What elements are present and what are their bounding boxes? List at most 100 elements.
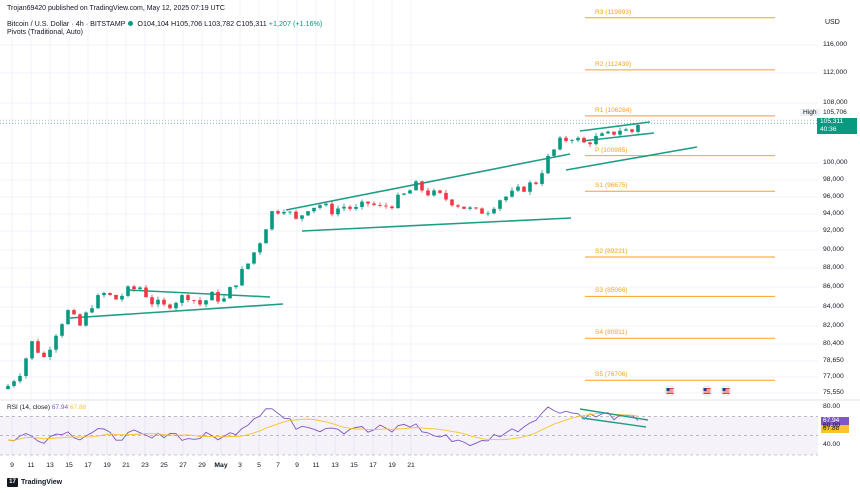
indicator-label[interactable]: Pivots (Traditional, Auto) bbox=[7, 29, 83, 36]
candle-body bbox=[408, 190, 412, 194]
high-marker-label: High bbox=[800, 109, 820, 116]
candle-body bbox=[288, 211, 292, 213]
candle-body bbox=[276, 211, 280, 214]
candle-body bbox=[534, 182, 538, 184]
pivot-label: S4 (80911) bbox=[595, 329, 628, 337]
open-value: 104,104 bbox=[142, 19, 169, 28]
high-label: H bbox=[170, 19, 177, 28]
candle-body bbox=[90, 308, 94, 313]
close-label: C bbox=[236, 19, 242, 28]
trendline bbox=[301, 217, 572, 232]
candle-body bbox=[600, 133, 604, 136]
candle-body bbox=[306, 211, 310, 216]
candle-body bbox=[18, 375, 22, 382]
price-tick-label: 75,550 bbox=[823, 389, 844, 396]
candle-body bbox=[420, 181, 424, 191]
candle-body bbox=[510, 190, 514, 197]
publisher-line: Trojan69420 published on TradingView.com… bbox=[7, 5, 225, 12]
price-tick-label: 92,000 bbox=[823, 227, 844, 234]
pivot-label: P (100985) bbox=[595, 146, 628, 154]
trendline bbox=[127, 289, 271, 298]
date-tick-label: 25 bbox=[160, 462, 168, 469]
us-flag-event-icon[interactable] bbox=[701, 385, 713, 397]
date-tick-label: 13 bbox=[331, 462, 339, 469]
candle-body bbox=[42, 352, 46, 358]
pivot-lines bbox=[0, 17, 818, 381]
candle-body bbox=[378, 204, 382, 206]
candle-body bbox=[204, 300, 208, 305]
candle-body bbox=[426, 190, 430, 196]
market-status-icon bbox=[128, 21, 134, 26]
event-icons bbox=[664, 385, 732, 397]
price-tick-label: 90,000 bbox=[823, 246, 844, 253]
candle-body bbox=[636, 124, 640, 132]
price-tick-label: 96,000 bbox=[823, 193, 844, 200]
date-tick-label: 19 bbox=[388, 462, 396, 469]
candle-body bbox=[582, 137, 586, 143]
candle-body bbox=[318, 205, 322, 208]
date-tick-label: 7 bbox=[276, 462, 280, 469]
candle-body bbox=[618, 130, 622, 135]
change-value: +1,207 (+1.16%) bbox=[268, 19, 323, 28]
pivot-label: S5 (76706) bbox=[595, 371, 628, 379]
candle-body bbox=[300, 215, 304, 219]
open-label: O bbox=[137, 19, 143, 28]
price-tick-label: 86,000 bbox=[823, 283, 844, 290]
date-tick-label: 3 bbox=[238, 462, 242, 469]
candle-body bbox=[6, 385, 10, 390]
candle-body bbox=[372, 203, 376, 205]
price-tick-label: 78,650 bbox=[823, 357, 844, 364]
candle-body bbox=[474, 207, 478, 209]
candle-body bbox=[108, 292, 112, 295]
rsi-ma-value-box: 67.88 bbox=[821, 425, 849, 433]
candle-body bbox=[48, 349, 52, 358]
last-price-box: 105,311 bbox=[817, 118, 857, 126]
candle-body bbox=[240, 268, 244, 286]
pivot-label: S1 (96675) bbox=[595, 182, 628, 190]
trendline bbox=[581, 132, 655, 142]
date-tick-label: 9 bbox=[10, 462, 14, 469]
candle-body bbox=[60, 324, 64, 336]
pivot-label: R3 (119893) bbox=[595, 8, 632, 16]
date-tick-label: 21 bbox=[122, 462, 130, 469]
trendline bbox=[579, 121, 651, 132]
candle-body bbox=[492, 208, 496, 214]
date-tick-label: 11 bbox=[312, 462, 320, 469]
candle-body bbox=[258, 243, 262, 253]
date-tick-label: 13 bbox=[46, 462, 54, 469]
candle-body bbox=[210, 291, 214, 301]
rsi-legend[interactable]: RSI (14, close) 67.94 67.88 bbox=[7, 404, 86, 411]
candle-body bbox=[120, 295, 124, 300]
symbol-name[interactable]: Bitcoin / U.S. Dollar · 4h · BITSTAMP bbox=[7, 19, 126, 28]
candle-body bbox=[612, 131, 616, 135]
candle-body bbox=[54, 335, 58, 350]
chart-grid bbox=[0, 0, 818, 458]
rsi-trendline bbox=[579, 408, 649, 421]
candle-body bbox=[216, 291, 220, 302]
date-tick-label: 17 bbox=[84, 462, 92, 469]
candle-body bbox=[24, 358, 28, 376]
candle-body bbox=[528, 182, 532, 192]
candle-body bbox=[354, 206, 358, 209]
high-marker-value: 105,706 bbox=[823, 109, 847, 116]
pivot-label: S2 (89221) bbox=[595, 248, 628, 255]
close-value: 105,311 bbox=[241, 19, 267, 28]
symbol-info: Bitcoin / U.S. Dollar · 4h · BITSTAMP O1… bbox=[7, 19, 322, 28]
candle-body bbox=[198, 300, 202, 305]
candle-body bbox=[30, 341, 34, 359]
tradingview-footer[interactable]: 17 TradingView bbox=[7, 478, 62, 487]
tradingview-brand: TradingView bbox=[21, 479, 63, 486]
candle-body bbox=[504, 196, 508, 201]
rsi-line bbox=[7, 406, 639, 447]
high-value-header: 105,706 bbox=[176, 19, 203, 28]
candle-body bbox=[246, 263, 250, 269]
candle-body bbox=[624, 129, 628, 131]
rsi-tick-label: 80.00 bbox=[823, 402, 841, 410]
currency-label: USD bbox=[825, 19, 840, 26]
us-flag-event-icon[interactable] bbox=[720, 385, 732, 397]
us-flag-event-icon[interactable] bbox=[664, 385, 676, 397]
candle-body bbox=[468, 207, 472, 209]
price-tick-label: 77,000 bbox=[823, 373, 844, 380]
